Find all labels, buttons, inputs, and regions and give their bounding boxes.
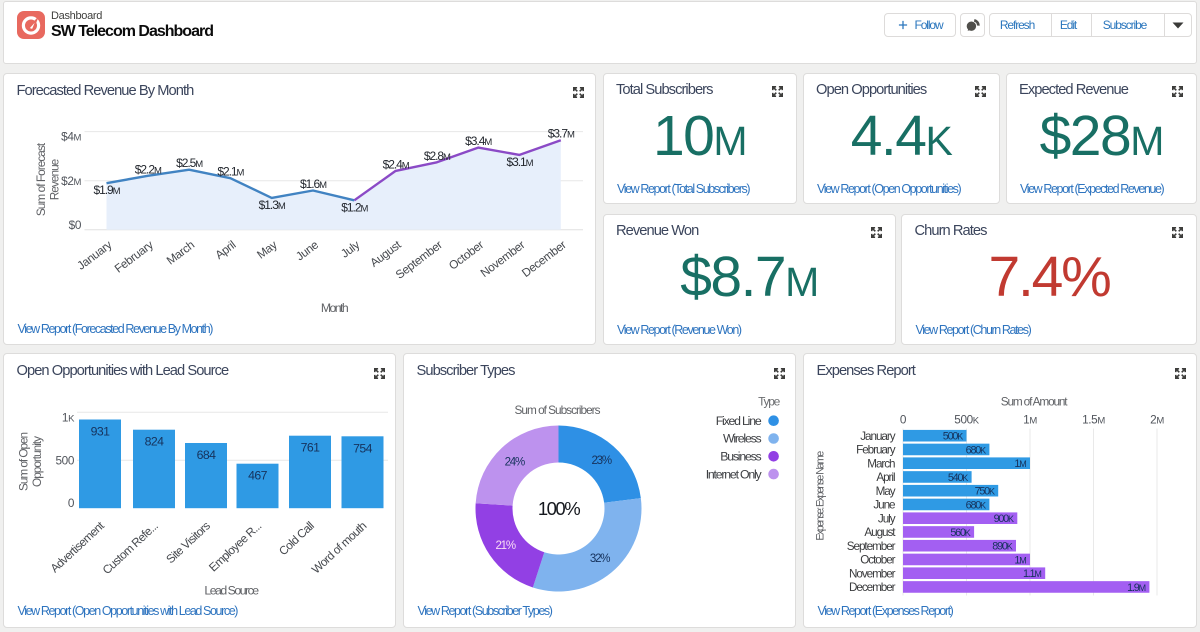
svg-text:$1.3M: $1.3M xyxy=(259,198,286,212)
svg-text:August: August xyxy=(864,526,896,539)
svg-text:0: 0 xyxy=(900,412,907,426)
svg-text:December: December xyxy=(519,237,569,279)
svg-text:1.9M: 1.9M xyxy=(1127,582,1145,594)
svg-text:0: 0 xyxy=(68,496,75,510)
svg-text:684: 684 xyxy=(197,448,216,462)
svg-text:890K: 890K xyxy=(992,541,1012,553)
svg-text:March: March xyxy=(867,457,895,470)
svg-text:$1.6M: $1.6M xyxy=(300,177,327,191)
svg-text:Employee R...: Employee R... xyxy=(206,519,264,575)
svg-text:Type: Type xyxy=(758,395,780,409)
svg-text:Wireless: Wireless xyxy=(723,432,762,446)
svg-text:April: April xyxy=(876,471,895,484)
svg-text:April: April xyxy=(212,238,238,262)
svg-text:January: January xyxy=(74,237,114,272)
svg-text:500K: 500K xyxy=(943,431,963,443)
svg-text:Business: Business xyxy=(720,450,761,464)
svg-text:May: May xyxy=(876,485,896,498)
svg-text:$1.2M: $1.2M xyxy=(341,200,368,214)
svg-text:1M: 1M xyxy=(1014,458,1026,470)
svg-text:March: March xyxy=(164,238,197,268)
svg-text:Lead Source: Lead Source xyxy=(204,584,259,598)
svg-text:Month: Month xyxy=(321,301,349,315)
svg-text:Sum of Subscribers: Sum of Subscribers xyxy=(515,403,601,417)
svg-text:761: 761 xyxy=(301,441,320,455)
svg-text:Expense: Expense Name: Expense: Expense Name xyxy=(815,451,827,541)
svg-text:$3.4M: $3.4M xyxy=(465,134,492,148)
svg-text:$0: $0 xyxy=(69,218,82,232)
svg-text:July: July xyxy=(878,512,896,525)
svg-text:September: September xyxy=(393,237,445,281)
svg-text:560K: 560K xyxy=(950,527,970,539)
svg-text:$2M: $2M xyxy=(61,174,81,188)
svg-text:Internet Only: Internet Only xyxy=(706,467,763,481)
svg-text:February: February xyxy=(856,444,896,457)
svg-text:$2.1M: $2.1M xyxy=(217,165,244,179)
svg-text:540K: 540K xyxy=(948,472,968,484)
svg-text:1M: 1M xyxy=(1014,554,1026,566)
svg-text:500K: 500K xyxy=(954,412,979,426)
svg-text:2M: 2M xyxy=(1150,412,1164,426)
svg-text:500: 500 xyxy=(56,454,75,468)
svg-text:September: September xyxy=(847,540,896,553)
svg-text:680K: 680K xyxy=(966,445,986,457)
svg-text:December: December xyxy=(849,581,896,594)
svg-text:21%: 21% xyxy=(495,540,515,552)
svg-text:Word of mouth: Word of mouth xyxy=(309,519,369,577)
svg-text:Site Visitors: Site Visitors xyxy=(163,518,213,566)
svg-text:32%: 32% xyxy=(590,553,610,565)
svg-text:Sum of Forecast: Sum of Forecast xyxy=(34,142,48,216)
svg-text:June: June xyxy=(873,499,895,512)
svg-text:Custom Refe...: Custom Refe... xyxy=(100,519,161,577)
svg-text:June: June xyxy=(293,237,321,263)
svg-text:Cold Call: Cold Call xyxy=(276,519,317,558)
svg-text:824: 824 xyxy=(145,435,164,449)
svg-text:Revenue: Revenue xyxy=(48,158,62,200)
svg-text:754: 754 xyxy=(353,441,372,455)
svg-text:1.5M: 1.5M xyxy=(1082,412,1105,426)
svg-text:July: July xyxy=(338,237,362,260)
svg-text:1.1M: 1.1M xyxy=(1023,568,1041,580)
svg-text:November: November xyxy=(478,237,528,279)
svg-text:$2.2M: $2.2M xyxy=(135,162,162,176)
svg-text:Sum of Open: Sum of Open xyxy=(17,433,31,491)
svg-text:$2.4M: $2.4M xyxy=(383,157,410,171)
svg-text:$4M: $4M xyxy=(61,130,81,144)
svg-text:$2.8M: $2.8M xyxy=(424,149,451,163)
svg-text:750K: 750K xyxy=(975,486,995,498)
svg-text:Opportunity: Opportunity xyxy=(30,436,44,487)
svg-text:1M: 1M xyxy=(1023,412,1037,426)
svg-text:Sum of Amount: Sum of Amount xyxy=(1001,395,1069,409)
svg-text:$3.1M: $3.1M xyxy=(506,155,533,169)
svg-text:23%: 23% xyxy=(591,455,611,467)
svg-text:November: November xyxy=(849,567,896,580)
svg-text:Fixed Line: Fixed Line xyxy=(716,414,762,428)
svg-text:24%: 24% xyxy=(505,457,525,469)
svg-text:May: May xyxy=(254,237,280,261)
svg-text:February: February xyxy=(112,237,156,275)
svg-text:January: January xyxy=(860,430,895,443)
svg-text:$2.5M: $2.5M xyxy=(176,156,203,170)
svg-text:$1.9M: $1.9M xyxy=(93,183,120,197)
svg-text:900K: 900K xyxy=(994,513,1014,525)
svg-text:$3.7M: $3.7M xyxy=(548,127,575,141)
svg-text:100%: 100% xyxy=(538,498,580,519)
svg-text:931: 931 xyxy=(91,425,110,439)
svg-text:680K: 680K xyxy=(966,499,986,511)
svg-text:1K: 1K xyxy=(62,410,75,424)
svg-text:October: October xyxy=(860,554,895,567)
svg-text:467: 467 xyxy=(248,469,267,483)
